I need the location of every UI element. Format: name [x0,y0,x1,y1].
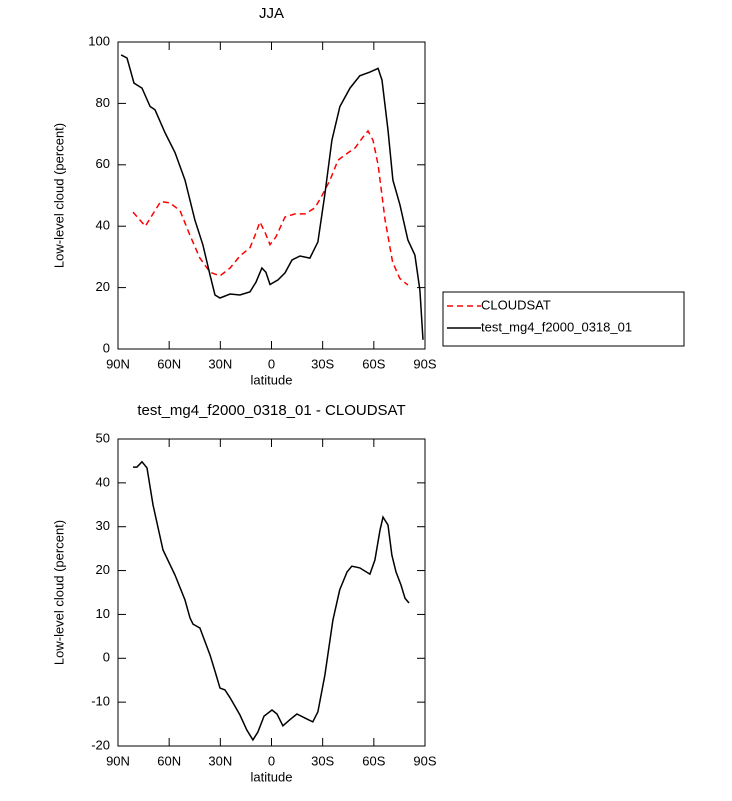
x-tick-label: 0 [268,753,275,768]
plot-frame [117,41,426,350]
y-tick-label: 10 [96,606,110,621]
x-tick-label: 60N [157,356,181,371]
legend-label: CLOUDSAT [481,297,551,312]
data-line [133,460,410,742]
y-tick-label: 0 [103,340,110,355]
data-line [132,129,409,286]
legend-label: test_mg4_f2000_0318_01 [481,319,632,334]
y-tick-label: 60 [96,156,110,171]
legend-box [442,291,685,347]
y-tick-label: 40 [96,474,110,489]
y-tick-label: -20 [91,737,110,752]
y-tick-label: 100 [88,33,110,48]
y-tick-label: 80 [96,95,110,110]
x-tick-label: 30S [311,753,334,768]
x-tick-label: 0 [268,356,275,371]
x-tick-label: 90S [413,356,436,371]
y-tick-label: 0 [103,650,110,665]
x-tick-label: 60S [362,356,385,371]
x-tick-label: 60N [157,753,181,768]
x-tick-label: 90S [413,753,436,768]
x-tick-label: 30S [311,356,334,371]
x-axis-label: latitude [251,769,293,784]
y-tick-label: 20 [96,562,110,577]
data-line [120,54,424,340]
y-axis-label: Low-level cloud (percent) [51,520,66,665]
x-axis-label: latitude [251,372,293,387]
y-tick-label: 50 [96,430,110,445]
x-tick-label: 90N [106,356,130,371]
chart-title: test_mg4_f2000_0318_01 - CLOUDSAT [137,402,405,419]
x-tick-label: 60S [362,753,385,768]
x-tick-label: 30N [208,753,232,768]
y-tick-label: -10 [91,694,110,709]
chart-title: JJA [259,5,284,22]
y-tick-label: 20 [96,279,110,294]
x-tick-label: 30N [208,356,232,371]
y-axis-label: Low-level cloud (percent) [51,123,66,268]
plot-frame [117,438,426,747]
y-tick-label: 40 [96,218,110,233]
y-tick-label: 30 [96,518,110,533]
x-tick-label: 90N [106,753,130,768]
